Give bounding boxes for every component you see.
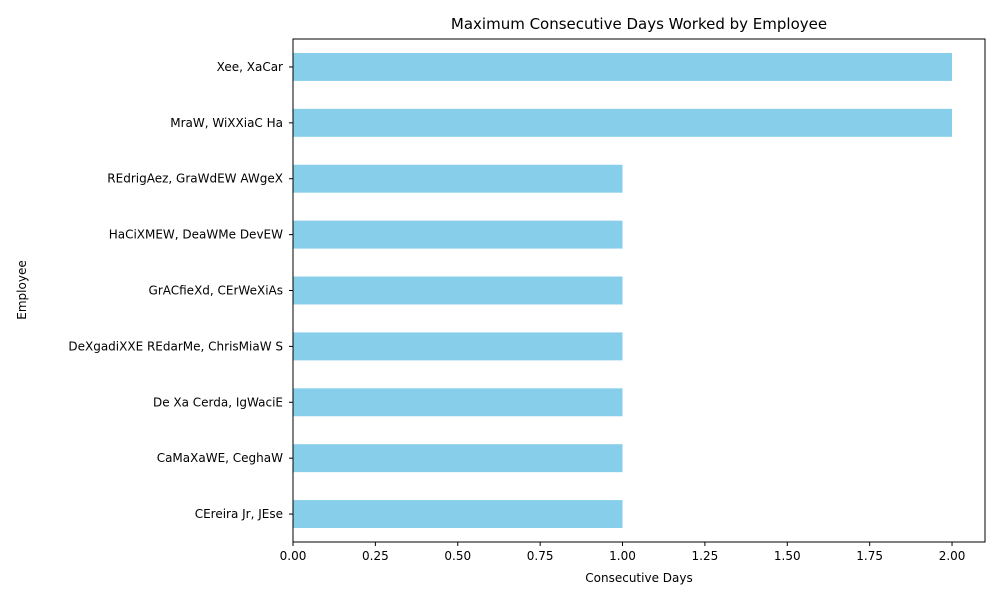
y-axis-label: Employee: [15, 260, 29, 319]
y-tick-label: CaMaXaWE, CeghaW: [157, 451, 283, 465]
x-tick-label: 0.75: [527, 549, 554, 563]
x-axis-label: Consecutive Days: [585, 571, 692, 585]
bar: [293, 220, 623, 249]
x-tick-label: 1.25: [692, 549, 719, 563]
x-tick-label: 1.75: [856, 549, 883, 563]
bar: [293, 108, 953, 137]
bar: [293, 444, 623, 473]
x-tick-label: 1.50: [774, 549, 801, 563]
bar: [293, 52, 953, 81]
bar: [293, 332, 623, 361]
y-tick-label: De Xa Cerda, IgWaciE: [153, 395, 283, 409]
y-tick-label: Xee, XaCar: [217, 60, 283, 74]
y-tick-label: HaCiXMEW, DeaWMe DevEW: [109, 228, 283, 242]
chart-title: Maximum Consecutive Days Worked by Emplo…: [451, 15, 827, 33]
bar: [293, 276, 623, 305]
x-tick-label: 1.00: [609, 549, 636, 563]
bar: [293, 164, 623, 193]
y-tick-label: GrACfieXd, CErWeXiAs: [149, 284, 283, 298]
bar: [293, 500, 623, 529]
y-tick-label: REdrigAez, GraWdEW AWgeX: [107, 172, 283, 186]
x-axis-ticks: 0.00 0.25 0.50 0.75 1.00 1.25 1.50 1.75 2.00: [280, 542, 966, 563]
x-tick-label: 0.50: [444, 549, 471, 563]
bars-layer: [293, 52, 953, 529]
y-tick-label: DeXgadiXXE REdarMe, ChrisMiaW S: [68, 339, 283, 353]
bar: [293, 388, 623, 417]
y-axis-ticks: Xee, XaCar MraW, WiXXiaC Ha REdrigAez, Gra…: [68, 60, 293, 521]
x-tick-label: 0.25: [362, 549, 389, 563]
plot-frame: [292, 38, 986, 543]
y-tick-label: CEreira Jr, JEse: [195, 507, 283, 521]
y-tick-label: MraW, WiXXiaC Ha: [170, 116, 283, 130]
x-tick-label: 0.00: [280, 549, 307, 563]
x-tick-label: 2.00: [939, 549, 966, 563]
